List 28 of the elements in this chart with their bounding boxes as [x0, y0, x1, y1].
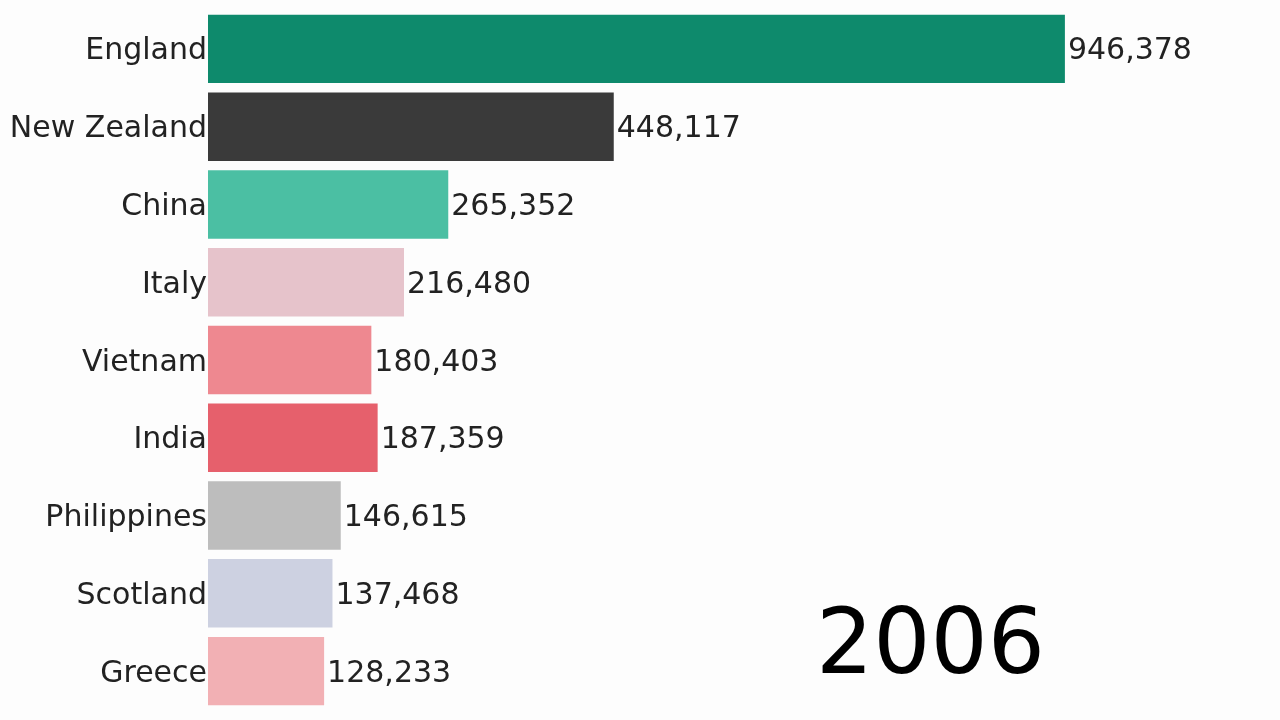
bar — [208, 248, 405, 317]
data-label: 146,615 — [343, 498, 468, 534]
bar — [208, 481, 341, 550]
data-label: 137,468 — [335, 575, 460, 611]
bar — [208, 636, 325, 706]
annotation: 2006 — [816, 589, 1046, 694]
bar — [208, 92, 614, 161]
y-tick-label: England — [85, 31, 207, 67]
data-label: 265,352 — [451, 186, 576, 222]
data-label: 946,378 — [1067, 31, 1192, 67]
y-tick-label: China — [121, 186, 207, 222]
y-tick-label: Vietnam — [81, 342, 207, 378]
y-tick-label: Philippines — [45, 498, 207, 534]
data-label: 448,117 — [616, 109, 741, 145]
y-tick-label: Italy — [141, 264, 207, 300]
bar — [208, 14, 1065, 84]
bar — [208, 403, 378, 472]
bar — [208, 325, 372, 395]
y-tick-label: Greece — [100, 653, 207, 689]
data-label: 180,403 — [374, 342, 499, 378]
y-tick-label: Scotland — [76, 575, 207, 611]
y-tick-label: India — [133, 420, 207, 456]
data-label: 187,359 — [380, 420, 505, 456]
y-tick-label: New Zealand — [9, 109, 207, 145]
data-label: 216,480 — [407, 264, 532, 300]
bar — [208, 559, 333, 628]
bar — [208, 170, 449, 239]
data-label: 128,233 — [327, 653, 452, 689]
